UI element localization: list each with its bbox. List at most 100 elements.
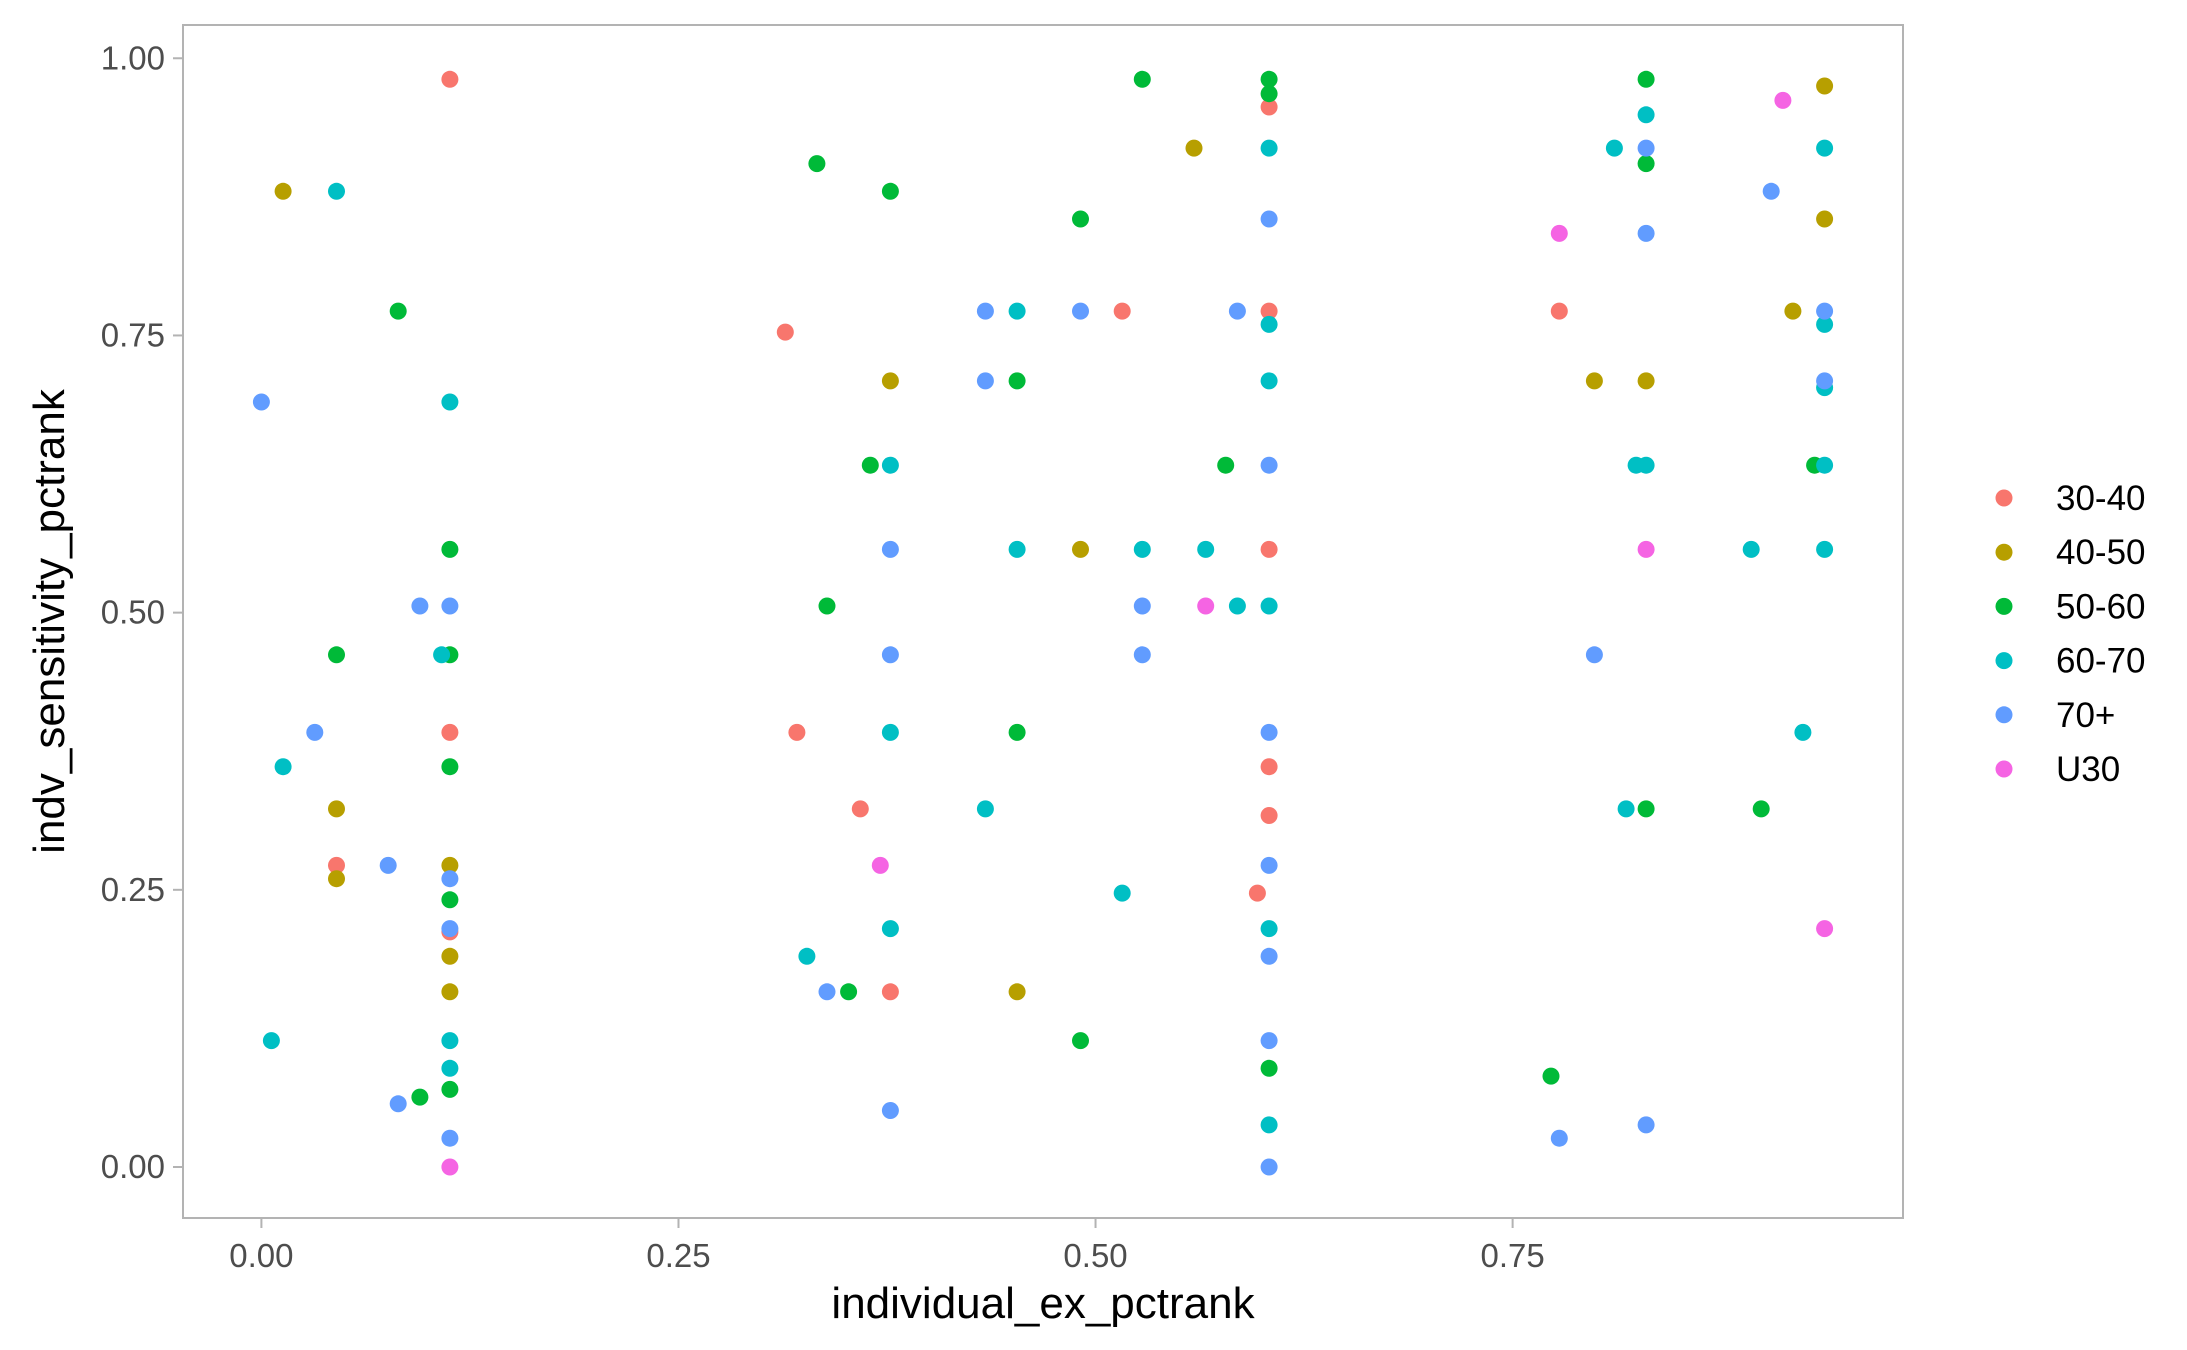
point-60-70 — [1197, 540, 1215, 558]
point-60-70 — [1008, 302, 1026, 320]
x-tick-label: 0.00 — [229, 1237, 293, 1274]
point-50-60 — [808, 155, 826, 173]
point-60-70 — [1133, 540, 1151, 558]
point-60-70 — [1617, 800, 1635, 818]
point-50-60 — [881, 182, 899, 200]
point-70 — [1637, 139, 1655, 157]
point-50-60 — [1542, 1067, 1560, 1085]
point-70 — [1260, 947, 1278, 965]
legend: 30-40 40-50 50-60 60-70 70+ U30 — [1995, 479, 2146, 789]
point-60-70 — [1816, 139, 1834, 157]
point-30-40 — [851, 800, 869, 818]
point-40-50 — [441, 983, 459, 1001]
point-60-70 — [798, 947, 816, 965]
point-70 — [1133, 597, 1151, 615]
point-50-60 — [1217, 456, 1235, 474]
point-70 — [976, 302, 994, 320]
x-tick-label: 0.50 — [1063, 1237, 1127, 1274]
point-u30 — [1637, 540, 1655, 558]
point-60-70 — [1260, 315, 1278, 333]
y-tick-label: 0.75 — [101, 316, 165, 353]
point-50-60 — [1072, 210, 1089, 228]
point-60-70 — [1794, 723, 1812, 741]
point-50-60 — [389, 302, 407, 320]
point-40-50 — [1637, 372, 1655, 390]
point-70 — [1260, 723, 1278, 741]
point-50-60 — [1133, 70, 1151, 88]
point-50-60 — [441, 891, 459, 909]
point-70 — [1585, 646, 1603, 664]
legend-label: U30 — [2056, 750, 2120, 789]
x-tick-label: 0.25 — [646, 1237, 710, 1274]
legend-key-70 — [1995, 706, 2013, 724]
point-60-70 — [1260, 597, 1278, 615]
point-70 — [306, 723, 324, 741]
point-50-60 — [411, 1088, 429, 1106]
point-60-70 — [1113, 884, 1131, 902]
point-60-70 — [1260, 139, 1278, 157]
point-60-70 — [1260, 372, 1278, 390]
point-u30 — [1550, 224, 1568, 242]
point-40-50 — [881, 372, 899, 390]
y-axis: 0.00 0.25 0.50 0.75 1.00 — [101, 39, 183, 1185]
point-40-50 — [1008, 983, 1026, 1001]
point-60-70 — [441, 393, 459, 411]
point-70 — [1260, 210, 1278, 228]
point-40-50 — [1784, 302, 1802, 320]
point-50-60 — [1008, 723, 1026, 741]
legend-label: 50-60 — [2056, 587, 2146, 626]
point-u30 — [1816, 920, 1834, 938]
legend-label: 30-40 — [2056, 479, 2146, 518]
point-70 — [441, 920, 459, 938]
point-30-40 — [1248, 884, 1266, 902]
point-30-40 — [1260, 540, 1278, 558]
point-60-70 — [1637, 456, 1655, 474]
point-30-40 — [1260, 98, 1278, 116]
point-u30 — [1774, 91, 1792, 109]
point-30-40 — [441, 70, 459, 88]
point-50-60 — [1008, 372, 1026, 390]
point-60-70 — [881, 723, 899, 741]
point-70 — [252, 393, 270, 411]
point-60-70 — [1637, 106, 1655, 124]
point-70 — [818, 983, 836, 1001]
point-40-50 — [1185, 139, 1203, 157]
point-70 — [1550, 1129, 1568, 1147]
legend-key-60-70 — [1995, 652, 2013, 670]
point-70 — [1260, 856, 1278, 874]
point-40-50 — [441, 856, 459, 874]
point-50-60 — [441, 540, 459, 558]
point-70 — [1133, 646, 1151, 664]
point-70 — [441, 597, 459, 615]
point-30-40 — [328, 856, 345, 874]
point-70 — [1228, 302, 1246, 320]
point-50-60 — [1072, 1032, 1089, 1050]
point-70 — [1816, 302, 1834, 320]
point-60-70 — [881, 920, 899, 938]
point-70 — [976, 372, 994, 390]
x-axis-title: individual_ex_pctrank — [831, 1279, 1255, 1328]
point-60-70 — [1260, 920, 1278, 938]
point-30-40 — [788, 723, 806, 741]
legend-label: 70+ — [2056, 696, 2115, 735]
point-70 — [1762, 182, 1780, 200]
point-50-60 — [1260, 85, 1278, 103]
point-50-60 — [1752, 800, 1770, 818]
point-70 — [881, 646, 899, 664]
y-tick-label: 0.00 — [101, 1148, 165, 1185]
point-60-70 — [1742, 540, 1760, 558]
point-40-50 — [1816, 77, 1834, 95]
point-60-70 — [1816, 315, 1834, 333]
point-60-70 — [1008, 540, 1026, 558]
point-u30 — [871, 856, 889, 874]
points-layer — [252, 70, 1834, 1176]
point-40-50 — [274, 182, 292, 200]
point-50-60 — [441, 1080, 459, 1098]
point-u30 — [441, 1158, 459, 1176]
point-60-70 — [274, 758, 292, 776]
point-u30 — [1197, 597, 1215, 615]
point-40-50 — [441, 947, 459, 965]
point-70 — [1260, 1032, 1278, 1050]
point-30-40 — [1113, 302, 1131, 320]
